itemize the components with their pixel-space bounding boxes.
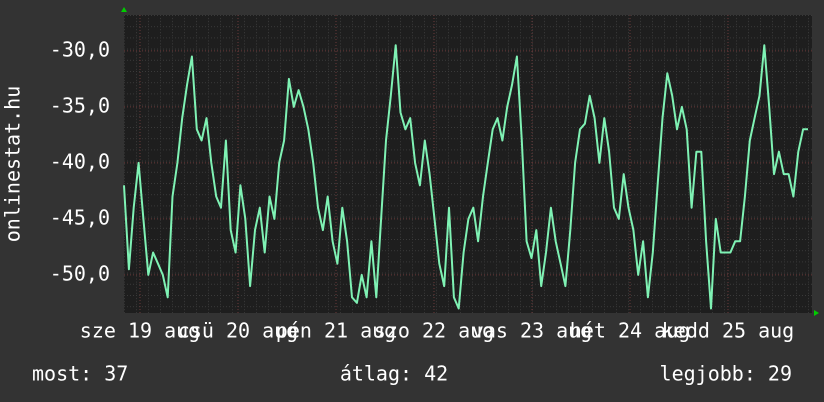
y-tick-label: -35,0: [50, 93, 110, 117]
data-line: [123, 44, 808, 310]
x-tick-label: kedd 25 aug: [662, 319, 794, 343]
x-tick-label: csü 20 aug: [178, 319, 298, 343]
x-tick-label: szo 22 aug: [374, 319, 494, 343]
axis-arrow: [121, 7, 127, 12]
y-tick-label: -30,0: [50, 37, 110, 61]
y-tick-label: -45,0: [50, 205, 110, 229]
axis-arrow: [814, 310, 819, 316]
x-tick-label: hét 24 aug: [570, 319, 690, 343]
footer-stat: átlag: 42: [340, 362, 448, 386]
footer-stat: most: 37: [32, 362, 128, 386]
y-axis-label: onlinestat.hu: [1, 86, 25, 243]
x-tick-label: sze 19 aug: [80, 319, 200, 343]
minor-grid: [124, 15, 812, 313]
y-tick-label: -40,0: [50, 149, 110, 173]
x-tick-label: pén 21 aug: [276, 319, 396, 343]
footer-stat: legjobb: 29: [660, 362, 792, 386]
y-tick-label: -50,0: [50, 261, 110, 285]
x-tick-label: vas 23 aug: [472, 319, 592, 343]
